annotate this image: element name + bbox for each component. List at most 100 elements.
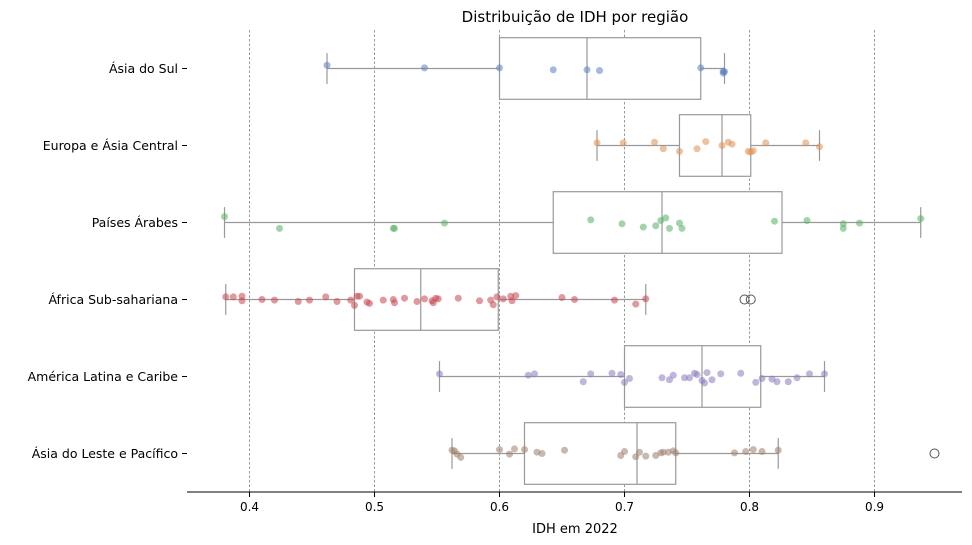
box-iqr	[523, 422, 677, 485]
data-point	[678, 224, 686, 232]
data-point	[621, 448, 628, 456]
data-point	[521, 446, 528, 454]
x-tick-label: 0.4	[240, 500, 259, 514]
data-point	[659, 448, 667, 456]
data-point	[323, 61, 331, 69]
data-point	[662, 214, 670, 222]
data-point	[351, 301, 358, 309]
data-point	[749, 147, 757, 155]
data-point	[401, 294, 408, 302]
data-point	[499, 295, 507, 303]
data-point	[549, 66, 557, 74]
data-point	[441, 219, 448, 227]
data-point	[697, 64, 705, 72]
outlier-marker	[745, 294, 756, 305]
x-axis-label: IDH em 2022	[532, 522, 618, 537]
data-point	[773, 378, 781, 386]
y-tick-label: Países Árabes	[92, 215, 178, 230]
y-tick-label: África Sub-sahariana	[48, 292, 178, 307]
data-point	[391, 299, 398, 307]
data-point	[512, 292, 520, 300]
data-point	[436, 370, 443, 378]
data-point	[221, 213, 228, 221]
data-point	[703, 369, 711, 377]
data-point	[238, 297, 246, 305]
data-point	[596, 66, 603, 74]
x-ticks: 0.4 0.5 0.6 0.7 0.8 0.9	[240, 492, 884, 514]
data-point	[839, 220, 847, 228]
y-tick-label: Europa e Ásia Central	[43, 138, 178, 153]
y-ticks: Ásia do Sul Europa e Ásia Central Países Á…	[28, 61, 187, 461]
data-point	[583, 66, 591, 74]
data-point	[702, 138, 710, 146]
data-point	[693, 371, 701, 379]
data-point	[347, 296, 355, 304]
data-point	[457, 453, 465, 461]
data-point	[421, 295, 428, 303]
data-point	[619, 139, 627, 147]
data-point	[752, 378, 760, 386]
data-point	[222, 293, 230, 301]
grid-lines	[249, 30, 875, 492]
data-point	[617, 371, 625, 379]
data-point	[676, 219, 683, 227]
data-point	[737, 369, 745, 377]
box-plots	[223, 37, 940, 485]
data-point	[717, 370, 725, 378]
data-points	[221, 61, 925, 461]
data-point	[758, 448, 766, 456]
y-tick-label: Ásia do Sul	[109, 61, 178, 76]
data-point	[721, 68, 728, 76]
data-point	[322, 293, 330, 301]
data-point	[531, 370, 538, 378]
data-point	[793, 374, 801, 382]
data-point	[816, 143, 823, 151]
data-point	[917, 215, 925, 223]
data-point	[681, 374, 688, 382]
data-point	[593, 139, 601, 147]
data-point	[579, 378, 587, 386]
data-point	[718, 142, 726, 149]
data-point	[258, 296, 266, 303]
data-point	[856, 219, 863, 227]
data-point	[434, 295, 442, 303]
data-point	[639, 223, 647, 231]
data-point	[652, 222, 660, 230]
data-point	[749, 446, 757, 454]
data-point	[493, 293, 501, 301]
data-point	[496, 446, 503, 454]
data-point	[806, 370, 813, 378]
y-tick-label: Ásia do Leste e Pacífico	[32, 446, 178, 461]
data-point	[821, 370, 828, 378]
box-plot	[451, 422, 940, 485]
data-point	[421, 64, 428, 72]
data-point	[701, 379, 708, 387]
data-point	[508, 297, 516, 305]
data-point	[771, 217, 778, 225]
data-point	[413, 297, 421, 305]
x-tick-label: 0.6	[490, 500, 509, 514]
data-point	[489, 301, 497, 309]
data-point	[686, 374, 693, 382]
data-point	[803, 217, 811, 225]
box-plot	[326, 37, 726, 100]
data-point	[618, 220, 626, 228]
data-point	[229, 293, 237, 301]
data-point	[558, 294, 566, 302]
data-point	[676, 147, 683, 155]
data-point	[294, 297, 302, 305]
data-point	[356, 292, 363, 300]
axes: 0.4 0.5 0.6 0.7 0.8 0.9 Ásia do Sul Europa e Á…	[28, 61, 962, 514]
data-point	[802, 139, 810, 147]
data-point	[669, 371, 677, 379]
x-tick-label: 0.8	[740, 500, 759, 514]
y-tick-label: América Latina e Caribe	[28, 369, 179, 384]
data-point	[626, 374, 633, 382]
data-point	[758, 374, 766, 382]
x-tick-label: 0.5	[365, 500, 384, 514]
box-iqr	[678, 114, 752, 177]
data-point	[454, 294, 462, 302]
data-point	[587, 370, 595, 378]
data-point	[276, 224, 283, 232]
